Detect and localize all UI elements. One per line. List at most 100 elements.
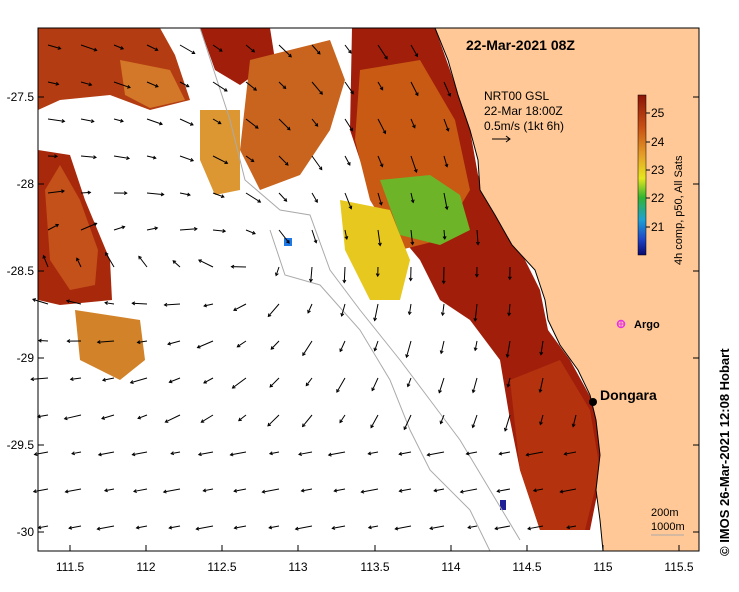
current-vector-head [331, 526, 336, 530]
land-mass [435, 28, 699, 551]
current-vector [332, 525, 346, 529]
current-vector-head [525, 452, 530, 457]
current-vector [344, 118, 353, 132]
current-vector [146, 227, 158, 231]
current-vector [371, 377, 379, 391]
current-vector-head [313, 239, 318, 244]
current-vector-head [429, 526, 434, 531]
current-vector [196, 525, 214, 530]
current-vector [305, 377, 313, 386]
colorbar-ticks [646, 112, 650, 228]
sst-patch-yellow [340, 200, 410, 300]
current-vector-head [314, 199, 318, 203]
current-vector [33, 488, 49, 493]
current-vector [76, 257, 82, 268]
current-vector [526, 451, 544, 456]
current-vector-head [197, 452, 202, 457]
current-vector-head [371, 387, 375, 392]
current-vector-head [367, 451, 372, 456]
current-vector-head [286, 126, 291, 131]
current-vector-head [203, 380, 207, 384]
current-vector [339, 414, 346, 423]
current-vector-head [445, 127, 450, 132]
scale-label: 0.5m/s (1kt 6h) [484, 119, 564, 133]
current-vector [539, 414, 544, 425]
current-vector [311, 155, 323, 170]
current-vector [212, 192, 225, 198]
colorbar-tick-label: 22 [651, 191, 665, 205]
current-vector-head [473, 317, 478, 322]
lat-ticks [38, 96, 699, 533]
current-vector-head [164, 419, 169, 423]
current-vector [407, 377, 412, 387]
current-vector [234, 488, 247, 492]
current-vector-head [360, 489, 365, 494]
current-vector [560, 488, 577, 493]
current-vector [47, 44, 61, 50]
current-vector [70, 377, 82, 380]
current-vector [169, 377, 181, 383]
current-vector-head [378, 201, 383, 206]
current-vector [278, 44, 292, 58]
lon-label: 112 [136, 560, 155, 574]
current-vector-head [348, 49, 352, 54]
current-vector [311, 229, 317, 243]
current-vector [460, 488, 478, 493]
current-vector-head [438, 389, 442, 394]
current-vector-head [87, 190, 92, 195]
current-vector-head [230, 264, 235, 269]
current-vector [164, 303, 181, 306]
current-vector-head [442, 236, 447, 240]
current-vector-head [410, 241, 415, 246]
current-vector-head [121, 225, 126, 230]
current-vector [270, 340, 280, 350]
current-vector-head [30, 377, 35, 382]
lat-label: -27.5 [7, 90, 35, 104]
current-vector-head [346, 161, 351, 166]
current-vector-head [532, 488, 537, 493]
current-vector-head [539, 351, 544, 356]
current-vector-head [37, 338, 42, 343]
current-vector [179, 118, 194, 126]
current-vector [179, 81, 190, 88]
current-vector [377, 229, 381, 246]
current-vector [146, 118, 163, 125]
current-vector-head [406, 383, 411, 388]
current-vector [302, 340, 313, 356]
current-vector [212, 155, 228, 164]
current-vector [399, 488, 412, 492]
current-vector-head [202, 488, 207, 493]
sst-patch-sw-strip [75, 310, 145, 380]
sst-patch-green [380, 175, 470, 245]
current-vector [468, 525, 478, 529]
current-vector [80, 222, 97, 231]
current-vector-head [471, 424, 476, 429]
current-vector [343, 266, 346, 283]
current-vector-head [88, 82, 93, 87]
current-vector-head [103, 488, 108, 493]
current-vector [499, 451, 511, 455]
current-vector [113, 155, 130, 159]
current-vector-head [200, 419, 205, 423]
current-vector-head [414, 53, 419, 58]
current-vector [245, 44, 255, 53]
current-vector-head [373, 317, 378, 322]
current-vector-head [333, 488, 338, 493]
current-vector-head [193, 227, 198, 231]
current-vector-head [104, 301, 109, 305]
current-vector [80, 81, 92, 86]
current-vector-head [218, 48, 223, 52]
current-vector [295, 525, 313, 530]
current-vector [410, 81, 419, 96]
current-vector [527, 525, 544, 530]
lat-label: -29 [17, 351, 35, 365]
current-vector-head [316, 50, 321, 55]
current-vector-head [414, 92, 419, 97]
current-vector [344, 229, 348, 240]
current-vector [171, 451, 181, 455]
current-vector-head [203, 303, 208, 308]
current-vector [132, 302, 148, 305]
current-vector-head [119, 118, 124, 123]
current-vector-head [105, 251, 109, 256]
current-vector [497, 488, 511, 492]
